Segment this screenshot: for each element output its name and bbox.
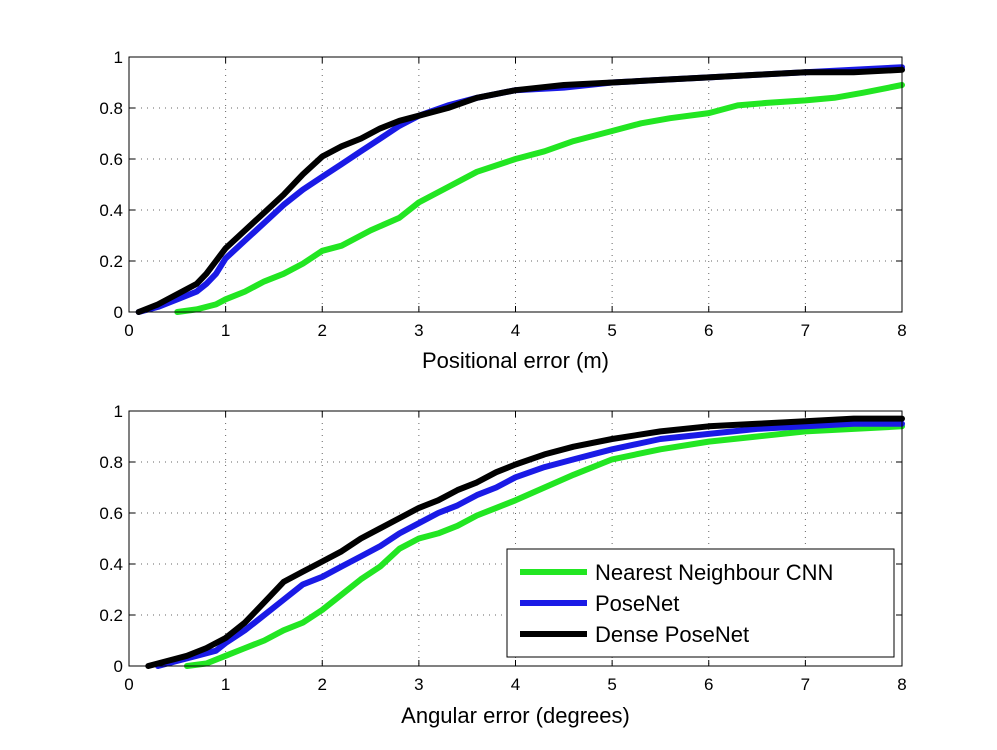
- angular-error-plot: 0 1 2 3 4 5 6 7 8 0 0.2 0.4 0.6 0.8 1 Angular error (d…: [99, 402, 906, 728]
- legend-label-posenet: PoseNet: [595, 591, 679, 616]
- positional-error-ytick-label-4: 0.8: [99, 99, 123, 118]
- angular-error-xtick-label-5: 5: [607, 675, 616, 694]
- positional-error-ticks: 0 1 2 3 4 5 6 7 8 0 0.2 0.4 0.6 0.8 1: [99, 48, 906, 340]
- angular-error-x-axis-label: Angular error (degrees): [401, 703, 630, 728]
- positional-error-ytick-label-2: 0.4: [99, 201, 123, 220]
- positional-error-series: [135, 64, 905, 315]
- angular-error-ytick-label-0: 0: [114, 657, 123, 676]
- legend-label-nearest-neighbour-cnn: Nearest Neighbour CNN: [595, 560, 833, 585]
- legend: Nearest Neighbour CNN PoseNet Dense Pose…: [506, 548, 895, 658]
- angular-error-xtick-label-4: 4: [511, 675, 520, 694]
- angular-error-ytick-label-5: 1: [114, 402, 123, 421]
- positional-error-series-nearest-neighbour-cnn: [174, 82, 905, 315]
- angular-error-grid: [129, 411, 902, 666]
- positional-error-plot: 0 1 2 3 4 5 6 7 8 0 0.2 0.4 0.6 0.8 1 Positional error…: [99, 48, 906, 373]
- angular-error-xtick-label-2: 2: [318, 675, 327, 694]
- angular-error-xtick-label-1: 1: [221, 675, 230, 694]
- angular-error-xtick-label-8: 8: [897, 675, 906, 694]
- positional-error-x-axis-label: Positional error (m): [422, 348, 609, 373]
- positional-error-xtick-label-1: 1: [221, 321, 230, 340]
- angular-error-ticks: 0 1 2 3 4 5 6 7 8 0 0.2 0.4 0.6 0.8 1: [99, 402, 906, 694]
- angular-error-ytick-label-1: 0.2: [99, 606, 123, 625]
- angular-error-series-dense-posenet: [145, 415, 905, 669]
- angular-error-series-posenet: [155, 420, 905, 669]
- angular-error-ytick-label-4: 0.8: [99, 453, 123, 472]
- positional-error-xtick-label-8: 8: [897, 321, 906, 340]
- positional-error-xtick-label-7: 7: [801, 321, 810, 340]
- angular-error-ytick-label-2: 0.4: [99, 555, 123, 574]
- angular-error-xtick-label-6: 6: [704, 675, 713, 694]
- positional-error-ytick-label-5: 1: [114, 48, 123, 67]
- positional-error-ytick-label-0: 0: [114, 303, 123, 322]
- positional-error-ytick-label-3: 0.6: [99, 150, 123, 169]
- positional-error-xtick-label-6: 6: [704, 321, 713, 340]
- positional-error-xtick-label-2: 2: [318, 321, 327, 340]
- angular-error-series: [145, 415, 905, 669]
- angular-error-series-nearest-neighbour-cnn: [184, 423, 905, 669]
- positional-error-xtick-label-0: 0: [124, 321, 133, 340]
- angular-error-xtick-label-3: 3: [414, 675, 423, 694]
- positional-error-xtick-label-4: 4: [511, 321, 520, 340]
- positional-error-xtick-label-3: 3: [414, 321, 423, 340]
- positional-error-series-dense-posenet: [135, 66, 905, 315]
- positional-error-xtick-label-5: 5: [607, 321, 616, 340]
- angular-error-xtick-label-7: 7: [801, 675, 810, 694]
- positional-error-ytick-label-1: 0.2: [99, 252, 123, 271]
- angular-error-xtick-label-0: 0: [124, 675, 133, 694]
- angular-error-ytick-label-3: 0.6: [99, 504, 123, 523]
- legend-label-dense-posenet: Dense PoseNet: [595, 622, 749, 647]
